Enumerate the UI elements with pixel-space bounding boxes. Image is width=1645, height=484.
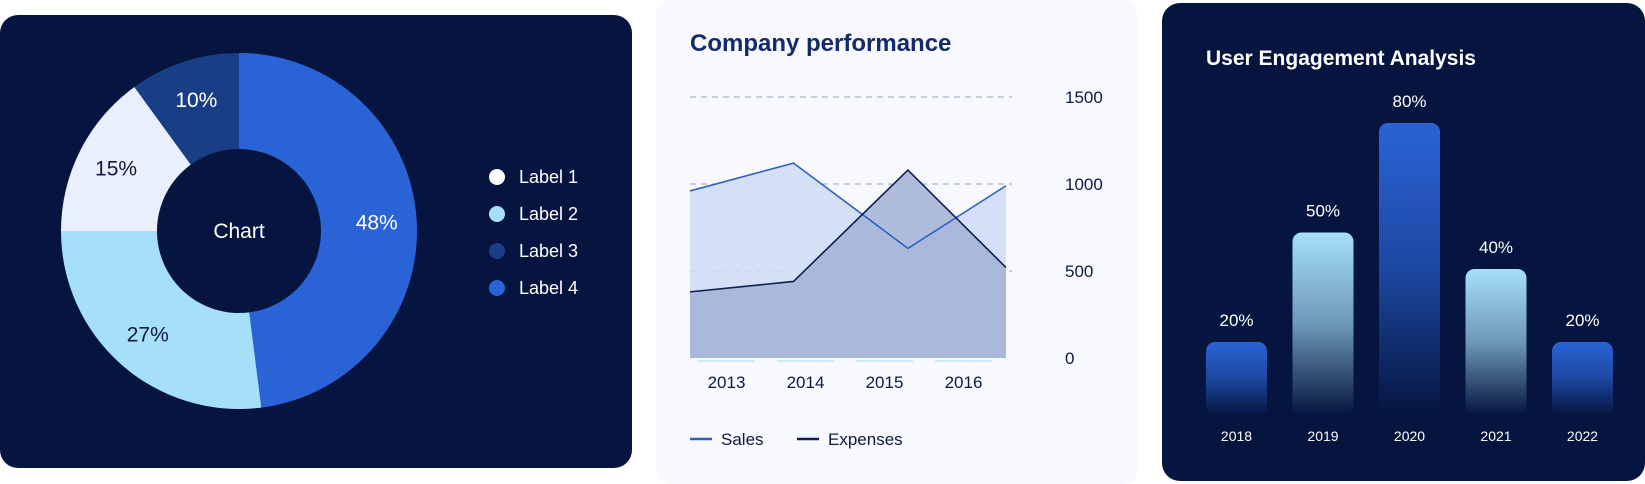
x-tick-label: 2014 bbox=[787, 373, 825, 392]
bar-2022 bbox=[1552, 342, 1613, 415]
donut-center-label: Chart bbox=[213, 220, 265, 243]
y-tick-label: 500 bbox=[1065, 262, 1093, 281]
area-chart: 0 500 1000 1500 2013 2014 2015 2016 Sales Expense… bbox=[689, 88, 1103, 449]
x-tick-label: 2016 bbox=[945, 373, 983, 392]
slice-percent-label: 48% bbox=[356, 211, 398, 234]
legend-dot bbox=[489, 169, 505, 185]
bar-chart-title: User Engagement Analysis bbox=[1206, 47, 1476, 70]
legend-label: Sales bbox=[721, 430, 764, 449]
slice-percent-label: 15% bbox=[95, 157, 137, 180]
pie-slice-label-3 bbox=[134, 53, 239, 165]
y-tick-label: 1500 bbox=[1065, 88, 1103, 107]
legend-label: Label 2 bbox=[519, 204, 578, 224]
bar-chart-card: User Engagement Analysis 20% 2018 50% 2019 8… bbox=[1162, 3, 1645, 481]
x-tick-label: 2021 bbox=[1480, 428, 1511, 444]
series-line-expenses bbox=[689, 168, 1007, 293]
pie-slice-label-1 bbox=[61, 86, 191, 232]
area-chart-title: Company performance bbox=[690, 30, 952, 57]
area-fill-expenses bbox=[690, 170, 1006, 358]
legend-dot bbox=[489, 243, 505, 259]
pie-slice-label-4 bbox=[239, 53, 418, 408]
bar-value-label: 40% bbox=[1479, 238, 1513, 257]
bar-2020 bbox=[1379, 123, 1440, 415]
x-tick-label: 2013 bbox=[708, 373, 746, 392]
legend-label: Label 1 bbox=[519, 167, 578, 187]
x-tick-label: 2019 bbox=[1307, 428, 1338, 444]
series-line-sales bbox=[689, 162, 1007, 250]
bar-value-label: 20% bbox=[1219, 311, 1253, 330]
y-tick-label: 0 bbox=[1065, 349, 1074, 368]
bar-2018 bbox=[1206, 342, 1267, 415]
x-tick-label: 2018 bbox=[1221, 428, 1252, 444]
x-tick-label: 2022 bbox=[1567, 428, 1598, 444]
bar-value-label: 80% bbox=[1392, 92, 1426, 111]
donut-chart-card: 48% 27% 15% 10% Chart Label 1 Label 2 Label 3 La… bbox=[0, 15, 632, 468]
area-chart-card: Company performance 0 500 1000 1500 2013 2014… bbox=[656, 0, 1137, 484]
bar-chart: 20% 2018 50% 2019 80% 2020 40% 2021 20% 2022 bbox=[1206, 92, 1613, 444]
bar-value-label: 50% bbox=[1306, 202, 1340, 221]
y-tick-label: 1000 bbox=[1065, 175, 1103, 194]
bar-2019 bbox=[1292, 232, 1354, 415]
legend-dot bbox=[489, 280, 505, 296]
slice-percent-label: 27% bbox=[127, 324, 169, 347]
legend-label: Label 4 bbox=[519, 278, 578, 298]
donut-chart: 48% 27% 15% 10% Chart Label 1 Label 2 Label 3 La… bbox=[61, 53, 578, 409]
slice-percent-label: 10% bbox=[175, 89, 217, 112]
bar-value-label: 20% bbox=[1565, 311, 1599, 330]
legend-label: Expenses bbox=[828, 430, 903, 449]
x-tick-label: 2015 bbox=[866, 373, 904, 392]
legend-dot bbox=[489, 206, 505, 222]
legend-label: Label 3 bbox=[519, 241, 578, 261]
pie-slice-label-2 bbox=[61, 231, 262, 409]
x-tick-label: 2020 bbox=[1394, 428, 1425, 444]
bar-2021 bbox=[1465, 269, 1527, 415]
